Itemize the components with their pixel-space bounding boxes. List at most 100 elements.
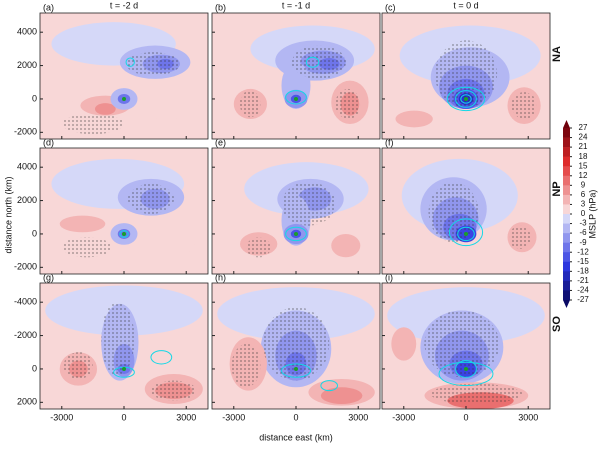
field [40, 13, 208, 139]
stipple [428, 182, 479, 243]
panel-label: (h) [215, 272, 226, 282]
stipple [424, 310, 500, 378]
colorbar-tick-label: 12 [579, 171, 588, 180]
y-tick-label: 0 [32, 228, 37, 238]
column-title: t = 0 d [453, 0, 478, 10]
y-tick-label: 4000 [17, 27, 37, 37]
stipple [509, 225, 531, 249]
colorbar-segment [563, 194, 570, 205]
cyan-contour [150, 350, 173, 365]
column-title: t = -1 d [282, 0, 310, 10]
x-tick-label: -3000 [50, 412, 73, 422]
panel: (g) -3000 0 3000 -4000 -2000 0 2000 [14, 272, 209, 422]
panel-label: (c) [385, 2, 396, 12]
colorbar-tick-label: 9 [581, 180, 586, 189]
field [212, 148, 380, 274]
x-tick-label: -3000 [392, 412, 415, 422]
panel-label: (a) [43, 2, 54, 12]
stipple [335, 88, 361, 119]
column-title: t = -2 d [110, 0, 138, 10]
center [122, 231, 126, 236]
colorbar-tick-label: -9 [579, 238, 587, 247]
y-tick-label: -4000 [14, 297, 37, 307]
center [294, 96, 298, 101]
field [212, 13, 380, 139]
cyan-contour [438, 361, 494, 387]
colorbar-segment [563, 156, 570, 167]
cyan-contour [285, 226, 307, 242]
panel-label: (b) [215, 2, 226, 12]
field [382, 13, 550, 139]
y-tick-label: 2000 [17, 195, 37, 205]
center [122, 366, 126, 371]
panel: (a) 4000 2000 0 -2000 [14, 2, 209, 140]
panel: (f) [381, 137, 551, 275]
center [464, 96, 468, 101]
x-tick-label: 3000 [518, 412, 538, 422]
field [382, 283, 550, 409]
colorbar-tick-label: 6 [581, 190, 586, 199]
colorbar-segment [563, 252, 570, 263]
cyan-contour [280, 363, 312, 378]
stipple [61, 113, 124, 134]
x-tick-label: -3000 [222, 412, 245, 422]
colorbar-tick-label: 0 [581, 209, 586, 218]
colorbar-segment [563, 147, 570, 157]
stipple [430, 383, 522, 404]
colorbar-segment [563, 204, 570, 215]
colorbar-segment [563, 290, 570, 301]
x-axis-label: distance east (km) [259, 432, 333, 442]
x-tick-label: 0 [463, 412, 468, 422]
cyan-contour [457, 226, 475, 242]
panel-label: (e) [215, 137, 226, 147]
center [294, 366, 298, 371]
cyan-contour [119, 230, 129, 238]
panel: (d) 4000 2000 0 -2000 [14, 137, 209, 275]
field-contour [391, 327, 417, 361]
field [382, 148, 550, 274]
y-tick-label: -2000 [14, 262, 37, 272]
colorbar-segment [563, 128, 570, 138]
field-contour [94, 103, 116, 115]
center [294, 231, 298, 236]
y-tick-label: -2000 [14, 127, 37, 137]
x-tick-label: 0 [293, 412, 298, 422]
colorbar-segment [563, 175, 570, 186]
y-tick-label: 2000 [17, 60, 37, 70]
stipple [150, 380, 197, 401]
panel-label: (i) [385, 272, 393, 282]
stipple [246, 237, 272, 258]
colorbar-segment [563, 271, 570, 282]
colorbar-label: MSLP (hPa) [587, 190, 597, 239]
panel-label: (d) [43, 137, 54, 147]
colorbar-segment [563, 214, 570, 224]
y-tick-label: -2000 [14, 330, 37, 340]
colorbar-tick-label: -21 [577, 276, 589, 285]
cyan-contour [320, 380, 338, 392]
cyan-contour [455, 360, 477, 378]
colorbar-segment [563, 223, 570, 234]
colorbar-tick-label: -12 [577, 247, 589, 256]
colorbar-tick-label: 27 [579, 123, 588, 132]
center [464, 231, 468, 236]
field-contour [132, 95, 199, 119]
colorbar-segment [563, 242, 570, 253]
stipple [61, 237, 112, 258]
cyan-contour [305, 56, 320, 68]
field [40, 148, 208, 274]
stipple [281, 182, 336, 226]
y-tick-label: 0 [32, 93, 37, 103]
colorbar-segment [563, 137, 570, 148]
panel: (b) [211, 2, 381, 140]
colorbar-tick-label: -6 [579, 228, 587, 237]
colorbar-segment [563, 185, 570, 196]
colorbar-segment [563, 166, 570, 177]
y-tick-label: 0 [32, 363, 37, 373]
stipple [511, 92, 537, 119]
colorbar-tick-label: -15 [577, 257, 589, 266]
field-contour [331, 233, 361, 258]
field-contour [395, 110, 433, 128]
cyan-contour [455, 90, 477, 108]
x-tick-label: 0 [121, 412, 126, 422]
